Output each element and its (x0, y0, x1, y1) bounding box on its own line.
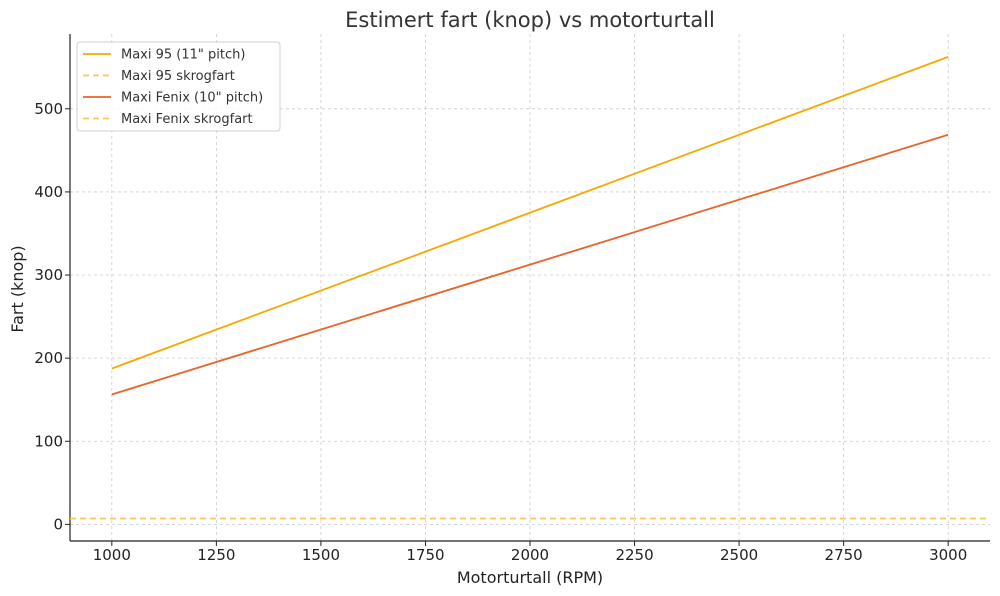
legend-label-2: Maxi 95 skrogfart (121, 69, 235, 84)
y-tick-label: 100 (34, 432, 63, 450)
x-tick-label: 2750 (825, 546, 863, 564)
chart-title: Estimert fart (knop) vs motorturtall (345, 8, 715, 32)
series-line-1 (111, 56, 949, 370)
legend-label-3: Maxi Fenix (10" pitch) (121, 91, 263, 106)
y-tick-label: 500 (34, 100, 63, 118)
x-tick-label: 2000 (511, 546, 549, 564)
y-axis-label: Fart (knop) (8, 245, 27, 332)
x-tick-label: 1500 (302, 546, 340, 564)
y-tick-label: 200 (34, 349, 63, 367)
y-tick-label: 400 (34, 183, 63, 201)
x-ticks: 1000 1250 1500 1750 2000 2250 2500 2750 3000 (93, 541, 967, 564)
series-group (70, 56, 990, 520)
legend-label-1: Maxi 95 (11" pitch) (121, 48, 245, 63)
x-tick-label: 1750 (406, 546, 444, 564)
x-tick-label: 1000 (93, 546, 131, 564)
y-ticks: 0 100 200 300 400 500 (34, 100, 70, 533)
x-tick-label: 2250 (615, 546, 653, 564)
y-tick-label: 300 (34, 266, 63, 284)
x-tick-label: 1250 (197, 546, 235, 564)
y-tick-label: 0 (53, 515, 63, 533)
x-tick-label: 2500 (720, 546, 758, 564)
x-tick-label: 3000 (929, 546, 967, 564)
series-line-3 (111, 133, 949, 396)
legend-label-4: Maxi Fenix skrogfart (121, 112, 253, 127)
legend: Maxi 95 (11" pitch) Maxi 95 skrogfart Maxi… (76, 41, 281, 132)
x-axis-label: Motorturtall (RPM) (457, 568, 603, 587)
legend-box (76, 41, 281, 132)
